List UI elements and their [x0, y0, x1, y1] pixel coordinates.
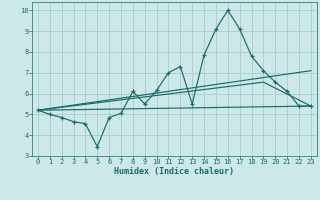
X-axis label: Humidex (Indice chaleur): Humidex (Indice chaleur) — [115, 167, 234, 176]
